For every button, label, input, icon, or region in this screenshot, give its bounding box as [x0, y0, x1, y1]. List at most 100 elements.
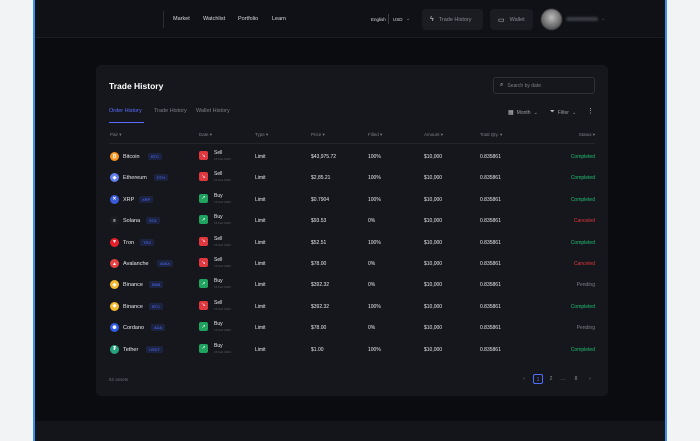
order-total-qty: 0.835861 [480, 196, 501, 203]
order-type: Limit [255, 282, 266, 289]
column-header-label: Total Qty. [480, 132, 499, 137]
active-tab-indicator [109, 122, 144, 123]
order-type: Limit [255, 175, 266, 182]
month-selector[interactable]: ▦ Month ⌄ [508, 109, 538, 117]
search-icon: ⌕ [500, 82, 504, 88]
column-header-filled[interactable]: Filled ▾ [368, 132, 383, 137]
coin-ticker-badge: TRX [140, 238, 154, 246]
coin-ticker-badge: SOL [146, 217, 161, 225]
trade-history-button[interactable]: ϟ Trade History [422, 9, 483, 30]
order-price: $1.00 [311, 346, 324, 353]
column-header-status[interactable]: Status ▾ [578, 132, 595, 137]
pagination-next-icon[interactable]: › [589, 376, 591, 382]
coin-ticker-badge: BTC [149, 302, 163, 310]
order-type: Limit [255, 261, 266, 267]
table-row[interactable]: ◈ Binance BTC ↘ Sell 15 Feb 2023 Limit $392.32 1… [96, 297, 608, 318]
order-side: Sell [214, 299, 223, 306]
column-header-type[interactable]: Type ▾ [255, 132, 269, 137]
table-row[interactable]: ▲ Avalanche AVAX ↘ Sell 15 Feb 2023 Limit $78.0… [96, 254, 608, 275]
order-price: $392.32 [311, 303, 330, 310]
table-row[interactable]: ✺ Cordano ADA ↗ Buy 15 Feb 2023 Limit $78.00 0% $… [96, 318, 608, 339]
coin-ticker-badge: USDT [146, 345, 163, 353]
coin-name: Bitcoin [123, 154, 140, 160]
coin-name: Binance [123, 282, 143, 289]
nav-link-watchlist[interactable]: Watchlist [203, 16, 226, 22]
language-selector[interactable]: English [371, 17, 386, 22]
status-badge: Completed [570, 175, 595, 182]
nav-link-portfolio[interactable]: Portfolio [238, 16, 259, 22]
table-row[interactable]: ₿ Bitcoin BTC ↘ Sell 15 Feb 2023 Limit $43,975.… [96, 147, 608, 168]
filter-button[interactable]: ⏷ Filter ⌄ [550, 109, 576, 116]
coin-icon: ◈ [110, 280, 119, 290]
search-input[interactable] [507, 82, 588, 89]
chevron-down-icon: ⌄ [533, 109, 538, 116]
order-price: $392.32 [311, 282, 330, 289]
coin-icon: ▼ [110, 237, 119, 247]
tab-order-history[interactable]: Order History [109, 108, 142, 114]
column-header-amount[interactable]: Amount ▾ [424, 132, 444, 137]
search-box[interactable]: ⌕ [493, 77, 595, 94]
table-row[interactable]: ▼ Tron TRX ↘ Sell 15 Feb 2023 Limit $52.51 100% $… [96, 233, 608, 254]
table-row[interactable]: ✕ XRP XRP ↗ Buy 15 Feb 2023 Limit $0.7904 100% $1… [96, 190, 608, 211]
wallet-button-label: Wallet [509, 16, 525, 23]
coin-icon: ◈ [110, 301, 119, 311]
order-total-qty: 0.835861 [480, 282, 501, 289]
order-total-qty: 0.835861 [480, 325, 501, 332]
order-filled: 0% [368, 325, 376, 332]
filter-label: Filter [557, 109, 569, 116]
table-row[interactable]: ◈ Binance BNB ↗ Buy 15 Feb 2023 Limit $392.32 0%… [96, 275, 608, 296]
order-type: Limit [255, 218, 266, 225]
sell-icon: ↘ [199, 151, 208, 160]
order-date: 15 Feb 2023 [214, 178, 231, 183]
nav-link-learn[interactable]: Learn [272, 16, 287, 22]
user-name-blurred [566, 17, 598, 21]
status-badge: Completed [570, 303, 595, 310]
trade-history-card: Trade History ⌕ Order History Trade Hist… [96, 65, 608, 396]
sell-icon: ↘ [199, 236, 208, 246]
table-row[interactable]: ₮ Tether USDT ↗ Buy 15 Feb 2023 Limit $1.00 100%… [96, 340, 608, 361]
coin-icon: ₿ [110, 152, 119, 161]
order-total-qty: 0.835861 [480, 239, 501, 246]
coin-name: XRP [123, 196, 135, 203]
order-amount: $10,000 [424, 154, 443, 160]
table-row[interactable]: ≡ Solana SOL ↗ Buy 15 Feb 2023 Limit $93.53 0% $1… [96, 211, 608, 232]
more-options-icon[interactable]: ⋮ [587, 108, 594, 115]
status-badge: Completed [570, 154, 595, 160]
coin-ticker-badge: ADA [151, 324, 166, 332]
currency-selector[interactable]: USD [393, 17, 403, 22]
pagination-page-2[interactable]: 2 [549, 376, 553, 382]
pagination-prev-icon[interactable]: ‹ [523, 376, 525, 382]
order-price: $93.53 [311, 218, 327, 225]
buy-icon: ↗ [199, 215, 208, 225]
assets-count: 52 assets [109, 377, 129, 382]
column-header-label: Date [199, 132, 209, 137]
column-header-price[interactable]: Price ▾ [311, 132, 325, 137]
sell-icon: ↘ [199, 258, 208, 267]
order-price: $43,975.72 [311, 154, 337, 160]
pagination-page-8[interactable]: 8 [574, 376, 578, 382]
chevron-down-icon[interactable]: ⌄ [406, 16, 411, 22]
column-header-pair[interactable]: Pair ▾ [110, 132, 122, 137]
order-amount: $10,000 [424, 282, 443, 289]
order-price: $78.00 [311, 325, 327, 332]
column-header-total-qty[interactable]: Total Qty. ▾ [480, 132, 503, 137]
order-side: Sell [214, 150, 223, 156]
tab-wallet-history[interactable]: Wallet History [196, 108, 230, 114]
app-window: Market Watchlist Portfolio Learn English… [33, 0, 667, 441]
coin-name: Cordano [123, 325, 145, 332]
order-amount: $10,000 [424, 261, 443, 267]
avatar[interactable] [541, 9, 562, 30]
column-header-date[interactable]: Date ▾ [199, 132, 213, 137]
order-filled: 100% [368, 175, 381, 182]
chevron-down-icon[interactable]: ⌄ [601, 16, 606, 22]
column-header-label: Status [578, 132, 592, 137]
order-filled: 0% [368, 218, 376, 225]
nav-link-market[interactable]: Market [173, 16, 190, 22]
pagination-page-1[interactable]: 1 [533, 374, 543, 384]
wallet-button[interactable]: ▭ Wallet [490, 9, 533, 30]
order-date: 15 Feb 2023 [214, 157, 231, 161]
order-type: Limit [255, 154, 266, 160]
tab-trade-history[interactable]: Trade History [154, 108, 187, 114]
status-badge: Pending [576, 325, 595, 332]
table-row[interactable]: ◆ Ethereum ETH ↘ Sell 15 Feb 2023 Limit $2,85.2… [96, 168, 608, 189]
